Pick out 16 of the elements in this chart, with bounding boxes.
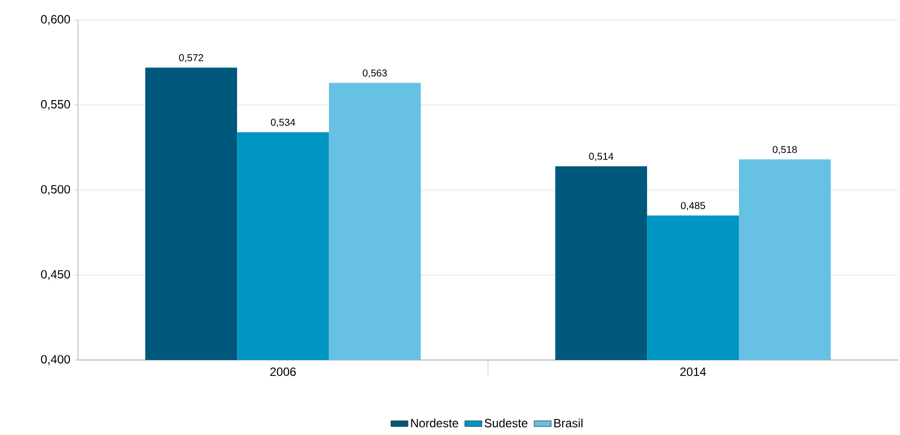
data-label: 0,518 [772, 146, 797, 154]
y-tick-label: 0,400 [41, 355, 70, 365]
legend-label: Sudeste [484, 418, 528, 428]
y-tick-label: 0,450 [41, 270, 70, 280]
data-label: 0,514 [589, 152, 614, 162]
y-tick-label: 0,500 [41, 185, 70, 195]
data-label: 0,534 [270, 118, 296, 128]
y-tick-label: 0,600 [41, 15, 70, 25]
data-label: 0,485 [680, 202, 706, 210]
x-tick-label: 2006 [270, 368, 296, 376]
data-label: 0,572 [179, 54, 204, 62]
y-tick-label: 0,550 [41, 100, 70, 110]
data-label: 0,563 [362, 69, 387, 78]
legend-label: Nordeste [411, 418, 458, 428]
legend-label: Brasil [554, 418, 582, 428]
x-tick-label: 2014 [680, 368, 706, 376]
